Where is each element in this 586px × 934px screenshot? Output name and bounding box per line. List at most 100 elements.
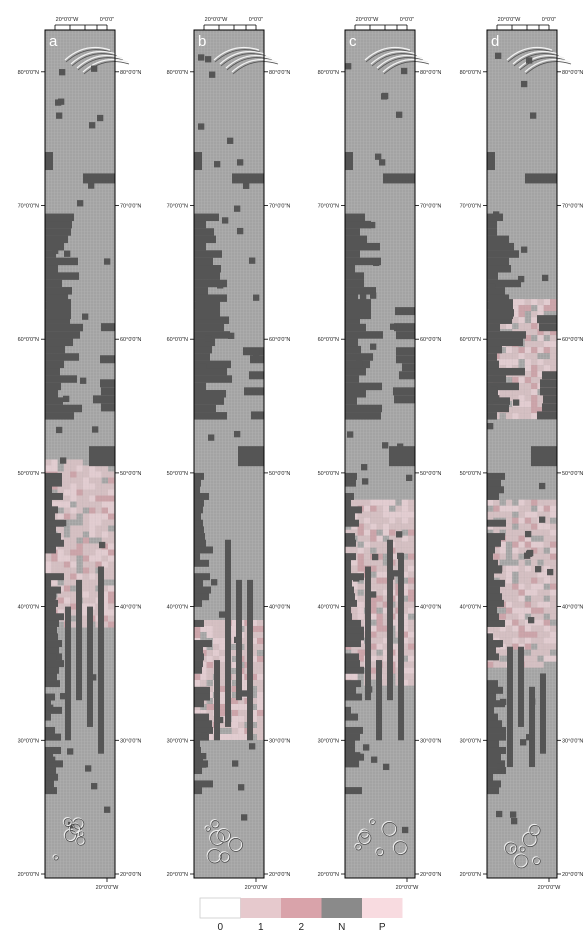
pink-cell	[206, 661, 213, 668]
pink-cell	[76, 495, 83, 502]
pink-cell	[250, 727, 257, 734]
top-lon-label: 20°0'0"W	[56, 17, 79, 23]
no-data-block	[487, 492, 499, 500]
no-data-block	[402, 826, 409, 834]
pink-cell	[82, 519, 90, 526]
no-data-block	[194, 367, 227, 376]
pink-cell	[370, 625, 377, 632]
no-data-block	[194, 519, 203, 527]
no-data-block	[243, 182, 250, 189]
pink-cell	[101, 555, 108, 562]
no-data-block	[396, 111, 403, 118]
crater	[218, 851, 230, 863]
pink-cell	[357, 595, 364, 602]
crater-shadow	[370, 819, 376, 825]
no-data-block	[64, 250, 71, 257]
pink-cell	[524, 329, 532, 336]
pink-cell	[537, 637, 544, 644]
pink-cell	[95, 561, 102, 568]
pink-cell	[408, 607, 415, 614]
top-lon-label: 20°0'0"W	[498, 17, 521, 23]
no-data-block	[383, 173, 415, 184]
no-data-block	[49, 756, 56, 763]
no-data-block	[363, 744, 370, 751]
no-data-block	[366, 686, 373, 693]
pink-cell	[231, 673, 239, 680]
terrain-ridge	[219, 51, 266, 65]
pink-cell	[357, 559, 364, 566]
no-data-block	[211, 579, 218, 586]
lat-label-right: 60°0'0"N	[120, 337, 141, 343]
pink-cell	[408, 637, 415, 644]
pink-cell	[543, 655, 550, 662]
no-data-block	[487, 579, 505, 587]
pink-cell	[194, 625, 201, 632]
pink-cell	[257, 625, 264, 632]
lat-label-right: 20°0'0"N	[120, 872, 141, 878]
pink-cell	[531, 329, 538, 336]
no-data-block	[60, 693, 67, 700]
pink-cell	[363, 535, 371, 542]
pink-cell	[518, 511, 525, 518]
no-data-block	[228, 332, 235, 339]
crater-shadow	[533, 857, 541, 865]
pink-cell	[370, 499, 377, 506]
no-data-block	[487, 152, 495, 171]
no-data-block	[373, 259, 380, 267]
pink-cell	[376, 523, 383, 530]
pink-cell	[238, 733, 245, 740]
pink-cell	[45, 465, 52, 472]
pink-cell	[219, 649, 226, 656]
pink-cell	[537, 625, 544, 632]
no-data-block	[370, 591, 377, 598]
no-data-block	[198, 123, 205, 130]
pink-cell	[543, 535, 550, 542]
pink-cell	[82, 579, 90, 586]
no-data-block	[194, 619, 204, 627]
pink-cell	[231, 661, 239, 668]
no-data-block	[345, 345, 361, 354]
no-data-block	[194, 646, 203, 654]
pink-cell	[531, 523, 538, 530]
pink-cell	[70, 543, 77, 550]
pink-cell	[518, 637, 525, 644]
terrain-ridge	[370, 51, 417, 65]
no-data-block	[345, 323, 366, 332]
terrain-ridge	[364, 47, 411, 61]
pink-cell	[370, 649, 377, 656]
no-data-block	[487, 593, 502, 601]
pink-cell	[505, 499, 513, 506]
pink-cell	[108, 621, 115, 628]
pink-cell	[505, 631, 513, 638]
pink-cell	[493, 631, 500, 638]
no-data-block	[194, 546, 213, 554]
lat-label-left: 70°0'0"N	[460, 204, 481, 210]
pink-cell	[537, 407, 544, 414]
pink-cell	[518, 305, 525, 312]
terrain-ridge	[213, 47, 260, 61]
pink-cell	[57, 489, 64, 496]
no-data-block	[194, 640, 212, 648]
pink-cell	[257, 673, 264, 680]
no-data-block	[487, 423, 494, 430]
no-data-block	[487, 740, 499, 748]
no-data-block	[58, 98, 65, 105]
pink-cell	[524, 583, 532, 590]
pink-cell	[518, 565, 525, 572]
no-data-block	[345, 331, 383, 339]
pink-cell	[376, 619, 383, 626]
no-data-block	[345, 390, 366, 398]
pink-cell	[101, 537, 108, 544]
lat-label-left: 30°0'0"N	[460, 738, 481, 744]
pink-cell	[370, 577, 377, 584]
legend-swatch	[362, 898, 403, 918]
no-data-block	[209, 71, 216, 78]
no-data-block	[487, 746, 506, 754]
no-data-block	[194, 486, 200, 494]
pink-cell	[70, 609, 77, 616]
pink-cell	[543, 619, 550, 626]
pink-cell	[200, 673, 207, 680]
no-data-block	[345, 640, 361, 648]
no-data-block	[194, 404, 216, 413]
lat-label-right: 70°0'0"N	[420, 204, 441, 210]
